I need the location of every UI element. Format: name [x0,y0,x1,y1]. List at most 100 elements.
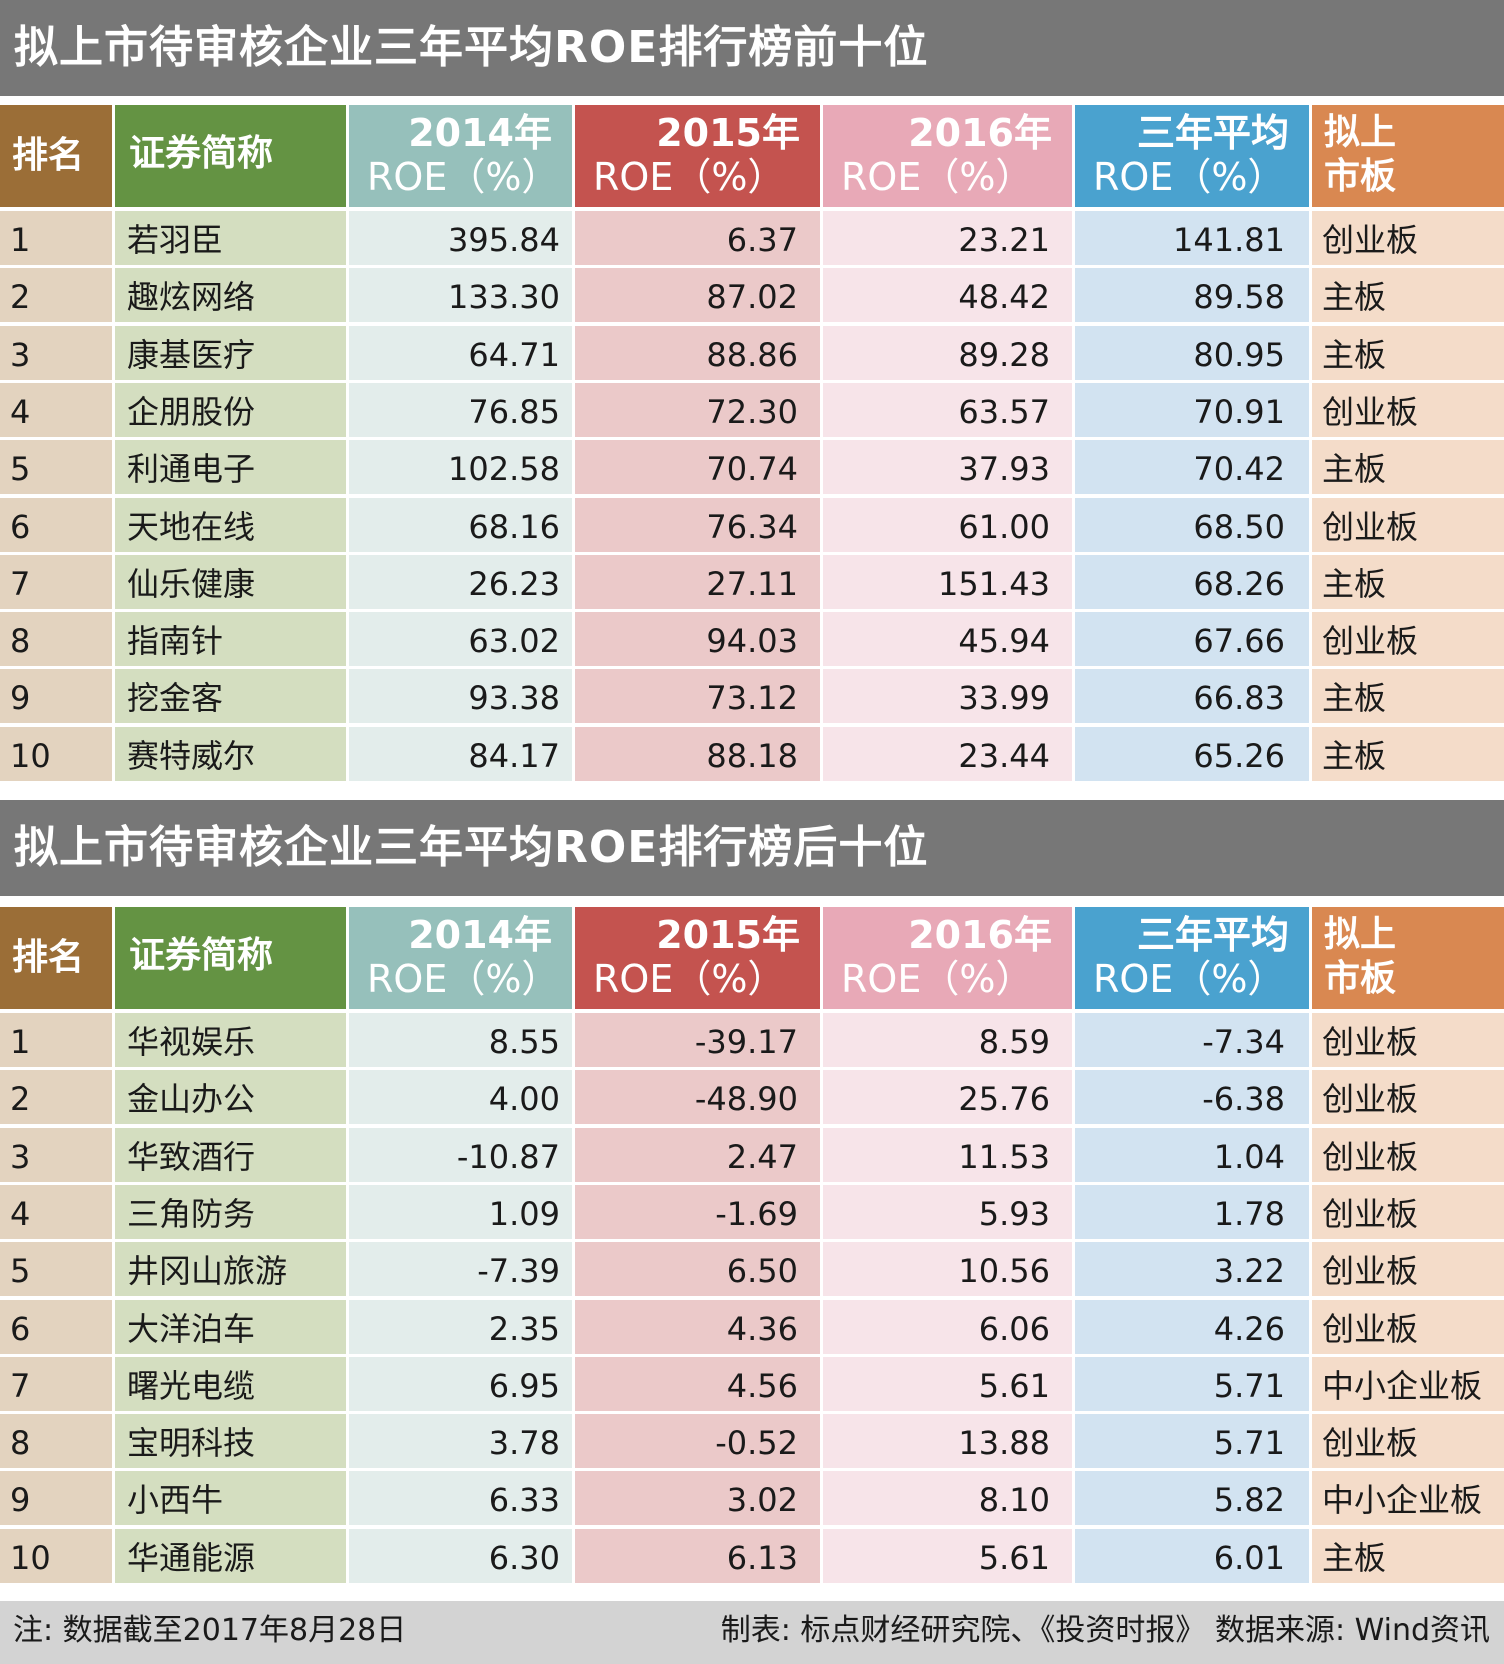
cell-roe-2014: 6.30 [349,1529,572,1583]
table-row: 4 三角防务 1.09 -1.69 5.93 1.78 创业板 [0,1185,1504,1239]
header-row: 排名 证券简称 2014年 ROE（%） 2015年 ROE（%） 2016年 ROE（%）三… [0,907,1504,1009]
header-rank: 排名 [0,907,112,1009]
header-row: 排名 证券简称 2014年 ROE（%） 2015年 ROE（%） 2016年 ROE（%）三… [0,105,1504,207]
cell-roe-avg: 6.01 [1075,1529,1309,1583]
cell-roe-2016: 23.44 [823,727,1072,781]
cell-security-name: 利通电子 [115,440,346,494]
cell-roe-2015: 94.03 [575,612,820,666]
table-row: 6 天地在线 68.16 76.34 61.00 68.50 创业板 [0,498,1504,552]
footer-credit: 制表: 标点财经研究院、《投资时报》 数据来源: Wind资讯 [720,1613,1490,1648]
cell-listing-board: 主板 [1312,440,1504,494]
cell-rank: 7 [0,555,112,609]
cell-roe-2016: 48.42 [823,268,1072,322]
cell-roe-avg: 3.22 [1075,1242,1309,1296]
cell-roe-2016: 8.10 [823,1471,1072,1525]
header-listing-board-l2: 市板 [1324,958,1397,999]
header-roe-2014-year: 2014年 [408,913,552,957]
header-listing-board-l1: 拟上 [1324,914,1397,955]
table-row: 1 若羽臣 395.84 6.37 23.21 141.81 创业板 [0,211,1504,265]
cell-rank: 10 [0,727,112,781]
cell-roe-2016: 6.06 [823,1300,1072,1354]
cell-roe-avg: 66.83 [1075,669,1309,723]
cell-roe-avg: -7.34 [1075,1013,1309,1067]
table-row: 1 华视娱乐 8.55 -39.17 8.59 -7.34 创业板 [0,1013,1504,1067]
header-roe-2016: 2016年 ROE（%） [823,105,1072,207]
cell-rank: 1 [0,1013,112,1067]
cell-roe-2014: 26.23 [349,555,572,609]
cell-security-name: 华致酒行 [115,1128,346,1182]
header-roe-avg-label: 三年平均 [1136,111,1289,155]
footer: 注: 数据截至2017年8月28日 制表: 标点财经研究院、《投资时报》 数据来… [0,1601,1504,1664]
cell-roe-2015: 27.11 [575,555,820,609]
cell-roe-2015: -1.69 [575,1185,820,1239]
header-roe-2016-year: 2016年 [908,111,1052,155]
table-row: 2 金山办公 4.00 -48.90 25.76 -6.38 创业板 [0,1070,1504,1124]
header-roe-avg-unit: ROE（%） [1093,155,1286,199]
header-roe-2014-unit: ROE（%） [367,957,560,1001]
cell-rank: 3 [0,1128,112,1182]
cell-roe-avg: 4.26 [1075,1300,1309,1354]
cell-roe-2016: 5.61 [823,1529,1072,1583]
cell-roe-avg: 141.81 [1075,211,1309,265]
cell-roe-2015: 4.56 [575,1357,820,1411]
cell-roe-2015: 76.34 [575,498,820,552]
cell-security-name: 金山办公 [115,1070,346,1124]
header-rank: 排名 [0,105,112,207]
cell-security-name: 若羽臣 [115,211,346,265]
header-roe-2016: 2016年 ROE（%） [823,907,1072,1009]
header-roe-2014-unit: ROE（%） [367,155,560,199]
cell-roe-avg: 68.50 [1075,498,1309,552]
table-row: 2 趣炫网络 133.30 87.02 48.42 89.58 主板 [0,268,1504,322]
table-row: 9 挖金客 93.38 73.12 33.99 66.83 主板 [0,669,1504,723]
cell-rank: 4 [0,1185,112,1239]
cell-roe-2016: 45.94 [823,612,1072,666]
cell-security-name: 指南针 [115,612,346,666]
header-roe-2015: 2015年 ROE（%） [575,907,820,1009]
table-row: 7 曙光电缆 6.95 4.56 5.61 5.71 中小企业板 [0,1357,1504,1411]
cell-roe-2014: 6.95 [349,1357,572,1411]
cell-listing-board: 主板 [1312,727,1504,781]
cell-security-name: 井冈山旅游 [115,1242,346,1296]
header-roe-avg-unit: ROE（%） [1093,957,1286,1001]
cell-roe-2014: 6.33 [349,1471,572,1525]
cell-roe-avg: 80.95 [1075,326,1309,380]
cell-roe-2015: -39.17 [575,1013,820,1067]
cell-listing-board: 创业板 [1312,1300,1504,1354]
cell-roe-2016: 25.76 [823,1070,1072,1124]
cell-roe-2014: 3.78 [349,1414,572,1468]
cell-roe-2016: 5.61 [823,1357,1072,1411]
cell-roe-2014: 133.30 [349,268,572,322]
cell-security-name: 三角防务 [115,1185,346,1239]
cell-rank: 9 [0,669,112,723]
cell-roe-2015: 73.12 [575,669,820,723]
cell-roe-avg: 89.58 [1075,268,1309,322]
cell-listing-board: 创业板 [1312,1242,1504,1296]
cell-roe-2015: 70.74 [575,440,820,494]
cell-security-name: 大洋泊车 [115,1300,346,1354]
cell-roe-avg: 67.66 [1075,612,1309,666]
cell-rank: 6 [0,498,112,552]
cell-roe-2015: 4.36 [575,1300,820,1354]
cell-roe-2016: 5.93 [823,1185,1072,1239]
cell-roe-2016: 151.43 [823,555,1072,609]
cell-roe-2016: 33.99 [823,669,1072,723]
table-title-top10: 拟上市待审核企业三年平均ROE排行榜前十位 [0,0,1504,96]
cell-roe-2014: 63.02 [349,612,572,666]
cell-listing-board: 主板 [1312,669,1504,723]
cell-roe-2014: 64.71 [349,326,572,380]
cell-roe-2015: 87.02 [575,268,820,322]
cell-roe-2016: 63.57 [823,383,1072,437]
header-roe-2014: 2014年 ROE（%） [349,105,572,207]
cell-rank: 5 [0,1242,112,1296]
table-row: 7 仙乐健康 26.23 27.11 151.43 68.26 主板 [0,555,1504,609]
cell-rank: 1 [0,211,112,265]
cell-roe-2016: 13.88 [823,1414,1072,1468]
cell-rank: 6 [0,1300,112,1354]
cell-roe-2015: -0.52 [575,1414,820,1468]
cell-roe-2014: 102.58 [349,440,572,494]
header-roe-2014: 2014年 ROE（%） [349,907,572,1009]
cell-roe-2016: 23.21 [823,211,1072,265]
cell-roe-2014: 76.85 [349,383,572,437]
cell-listing-board: 创业板 [1312,1070,1504,1124]
cell-roe-2016: 10.56 [823,1242,1072,1296]
